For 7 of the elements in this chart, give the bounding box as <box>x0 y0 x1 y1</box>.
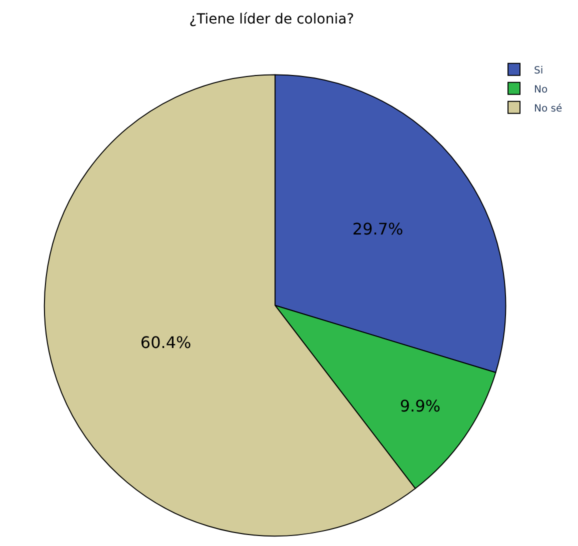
data-label: 9.9% <box>400 396 440 416</box>
legend-label: No sé <box>534 103 562 114</box>
chart-title: ¿Tiene líder de colonia? <box>189 11 354 28</box>
legend-label: No <box>534 84 548 96</box>
data-label: 60.4% <box>140 332 192 352</box>
data-label: 29.7% <box>352 220 404 239</box>
legend-label: Si <box>534 65 544 76</box>
